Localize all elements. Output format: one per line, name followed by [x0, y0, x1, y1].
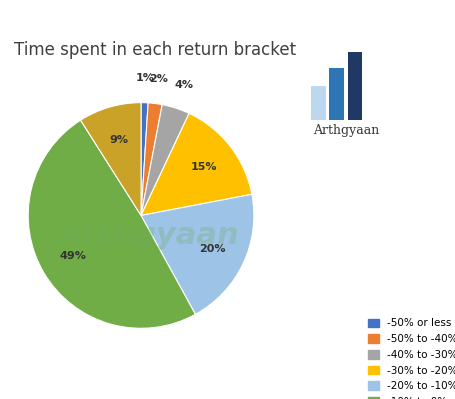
Wedge shape: [141, 194, 254, 314]
Text: 9%: 9%: [110, 134, 128, 144]
Bar: [311, 86, 326, 120]
Text: 2%: 2%: [149, 74, 168, 84]
Bar: [329, 68, 344, 120]
Text: 20%: 20%: [199, 244, 226, 254]
Text: 1%: 1%: [136, 73, 155, 83]
Wedge shape: [141, 103, 162, 215]
Text: 15%: 15%: [190, 162, 217, 172]
Text: 49%: 49%: [60, 251, 86, 261]
Wedge shape: [81, 103, 141, 215]
Wedge shape: [141, 113, 252, 215]
Text: 4%: 4%: [174, 79, 193, 89]
Text: Arthgyaan: Arthgyaan: [60, 221, 240, 250]
Title: Time spent in each return bracket: Time spent in each return bracket: [14, 41, 296, 59]
Wedge shape: [141, 103, 148, 215]
Wedge shape: [28, 120, 195, 328]
Legend: -50% or less, -50% to -40%, -40% to -30%, -30% to -20%, -20% to -10%, -10% to 0%: -50% or less, -50% to -40%, -40% to -30%…: [366, 316, 455, 399]
Wedge shape: [141, 105, 189, 215]
Text: Arthgyaan: Arthgyaan: [313, 124, 379, 137]
Bar: [348, 52, 362, 120]
